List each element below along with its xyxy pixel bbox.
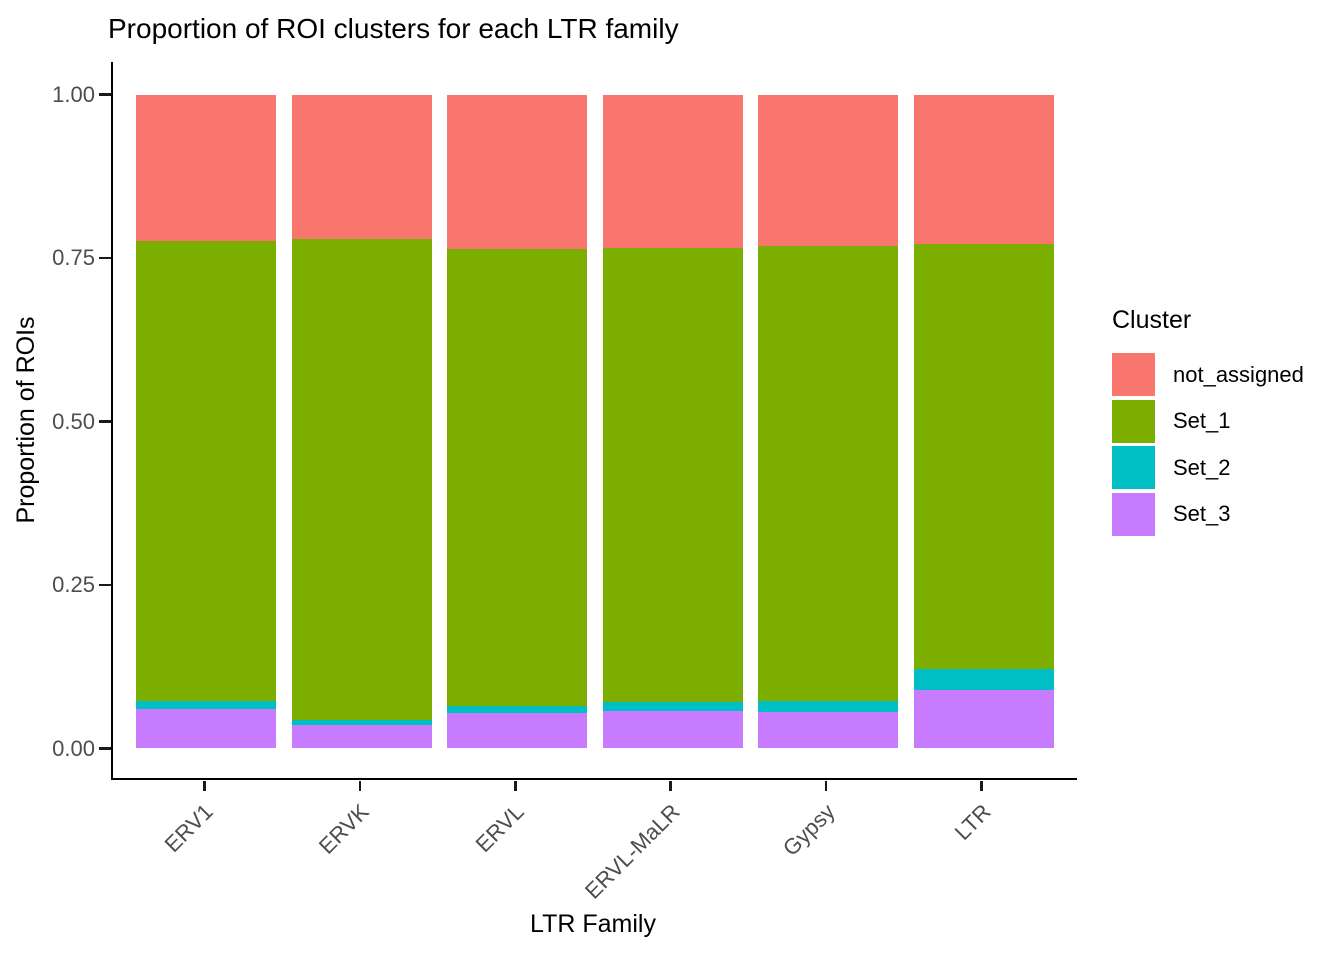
x-tick-mark-ERVL-MaLR — [669, 781, 672, 791]
legend-item-Set_1: Set_1 — [1112, 399, 1342, 443]
y-tick-label-1.00: 1.00 — [52, 81, 95, 107]
bar-segment-LTR-Set_2 — [913, 668, 1054, 690]
bar-segment-Gypsy-Set_2 — [758, 700, 899, 712]
x-tick-label-Gypsy: Gypsy — [778, 799, 840, 861]
y-tick-label-0.00: 0.00 — [52, 735, 95, 761]
bar-segment-ERVL-MaLR-Set_2 — [602, 702, 743, 712]
legend-label-Set_1: Set_1 — [1173, 408, 1231, 433]
bar-segment-ERVK-Set_1 — [291, 239, 432, 720]
x-tick-label-ERV1: ERV1 — [159, 799, 218, 858]
legend-items: not_assigned Set_1 Set_2 Set_3 — [1112, 353, 1342, 536]
legend-swatch-not_assigned — [1112, 353, 1155, 396]
legend-item-Set_3: Set_3 — [1112, 492, 1342, 536]
bar-segment-ERVL-Set_2 — [447, 705, 588, 714]
legend-swatch-Set_3 — [1112, 492, 1155, 536]
x-tick-mark-Gypsy — [824, 781, 828, 791]
bar-segment-ERVL-Set_1 — [447, 249, 588, 706]
bar-segment-ERVL-MaLR-Set_1 — [602, 247, 743, 703]
bar-segment-LTR-Set_1 — [913, 243, 1054, 669]
x-axis-title: LTR Family — [530, 910, 656, 938]
legend-item-not_assigned: not_assigned — [1112, 353, 1342, 396]
legend: Cluster not_assigned Set_1 Set_2 Set_3 — [1112, 306, 1342, 539]
bar-segment-ERVK-not_assigned — [291, 94, 432, 240]
bar-segment-ERVL-MaLR-not_assigned — [602, 94, 743, 248]
bar-segment-Gypsy-Set_3 — [758, 711, 899, 749]
bar-segment-Gypsy-not_assigned — [758, 94, 899, 246]
bar-segment-ERV1-Set_3 — [136, 709, 277, 749]
bar-segment-LTR-Set_3 — [913, 689, 1054, 749]
x-tick-label-ERVK: ERVK — [313, 799, 374, 859]
bar-segment-ERVL-not_assigned — [447, 94, 588, 250]
y-tick-mark-0.50 — [99, 420, 111, 423]
y-tick-mark-0.25 — [99, 583, 111, 587]
legend-item-Set_2: Set_2 — [1112, 446, 1342, 489]
legend-label-not_assigned: not_assigned — [1173, 361, 1304, 387]
bar-segment-ERV1-not_assigned — [136, 94, 277, 241]
y-tick-mark-1.00 — [99, 93, 111, 96]
bar-segment-ERV1-Set_1 — [136, 240, 277, 702]
y-tick-label-0.75: 0.75 — [52, 245, 95, 270]
bar-segment-LTR-not_assigned — [913, 94, 1054, 244]
bar-segment-Gypsy-Set_1 — [758, 245, 899, 701]
bar-segment-ERVK-Set_2 — [291, 719, 432, 725]
x-tick-mark-ERVL — [514, 781, 517, 791]
plot-panel — [111, 62, 1077, 780]
y-tick-label-0.50: 0.50 — [52, 408, 95, 434]
y-tick-label-0.25: 0.25 — [52, 572, 95, 597]
chart-title: Proportion of ROI clusters for each LTR … — [108, 13, 679, 44]
legend-swatch-Set_1 — [1112, 399, 1155, 443]
legend-swatch-Set_2 — [1112, 446, 1155, 489]
x-tick-mark-LTR — [980, 781, 983, 791]
x-tick-mark-ERV1 — [203, 781, 206, 791]
y-tick-mark-0.75 — [99, 256, 111, 260]
legend-title: Cluster — [1112, 306, 1192, 334]
bar-segment-ERV1-Set_2 — [136, 701, 277, 710]
legend-label-Set_2: Set_2 — [1173, 454, 1231, 480]
bar-segment-ERVL-MaLR-Set_3 — [602, 711, 743, 749]
x-tick-label-LTR: LTR — [949, 799, 996, 845]
x-tick-label-ERVL: ERVL — [470, 799, 529, 858]
bar-segment-ERVK-Set_3 — [291, 724, 432, 749]
x-tick-label-ERVL-MaLR: ERVL-MaLR — [579, 799, 685, 904]
bar-segment-ERVL-Set_3 — [447, 713, 588, 749]
legend-label-Set_3: Set_3 — [1173, 501, 1231, 526]
x-tick-mark-ERVK — [358, 781, 362, 791]
y-tick-mark-0.00 — [99, 747, 111, 750]
